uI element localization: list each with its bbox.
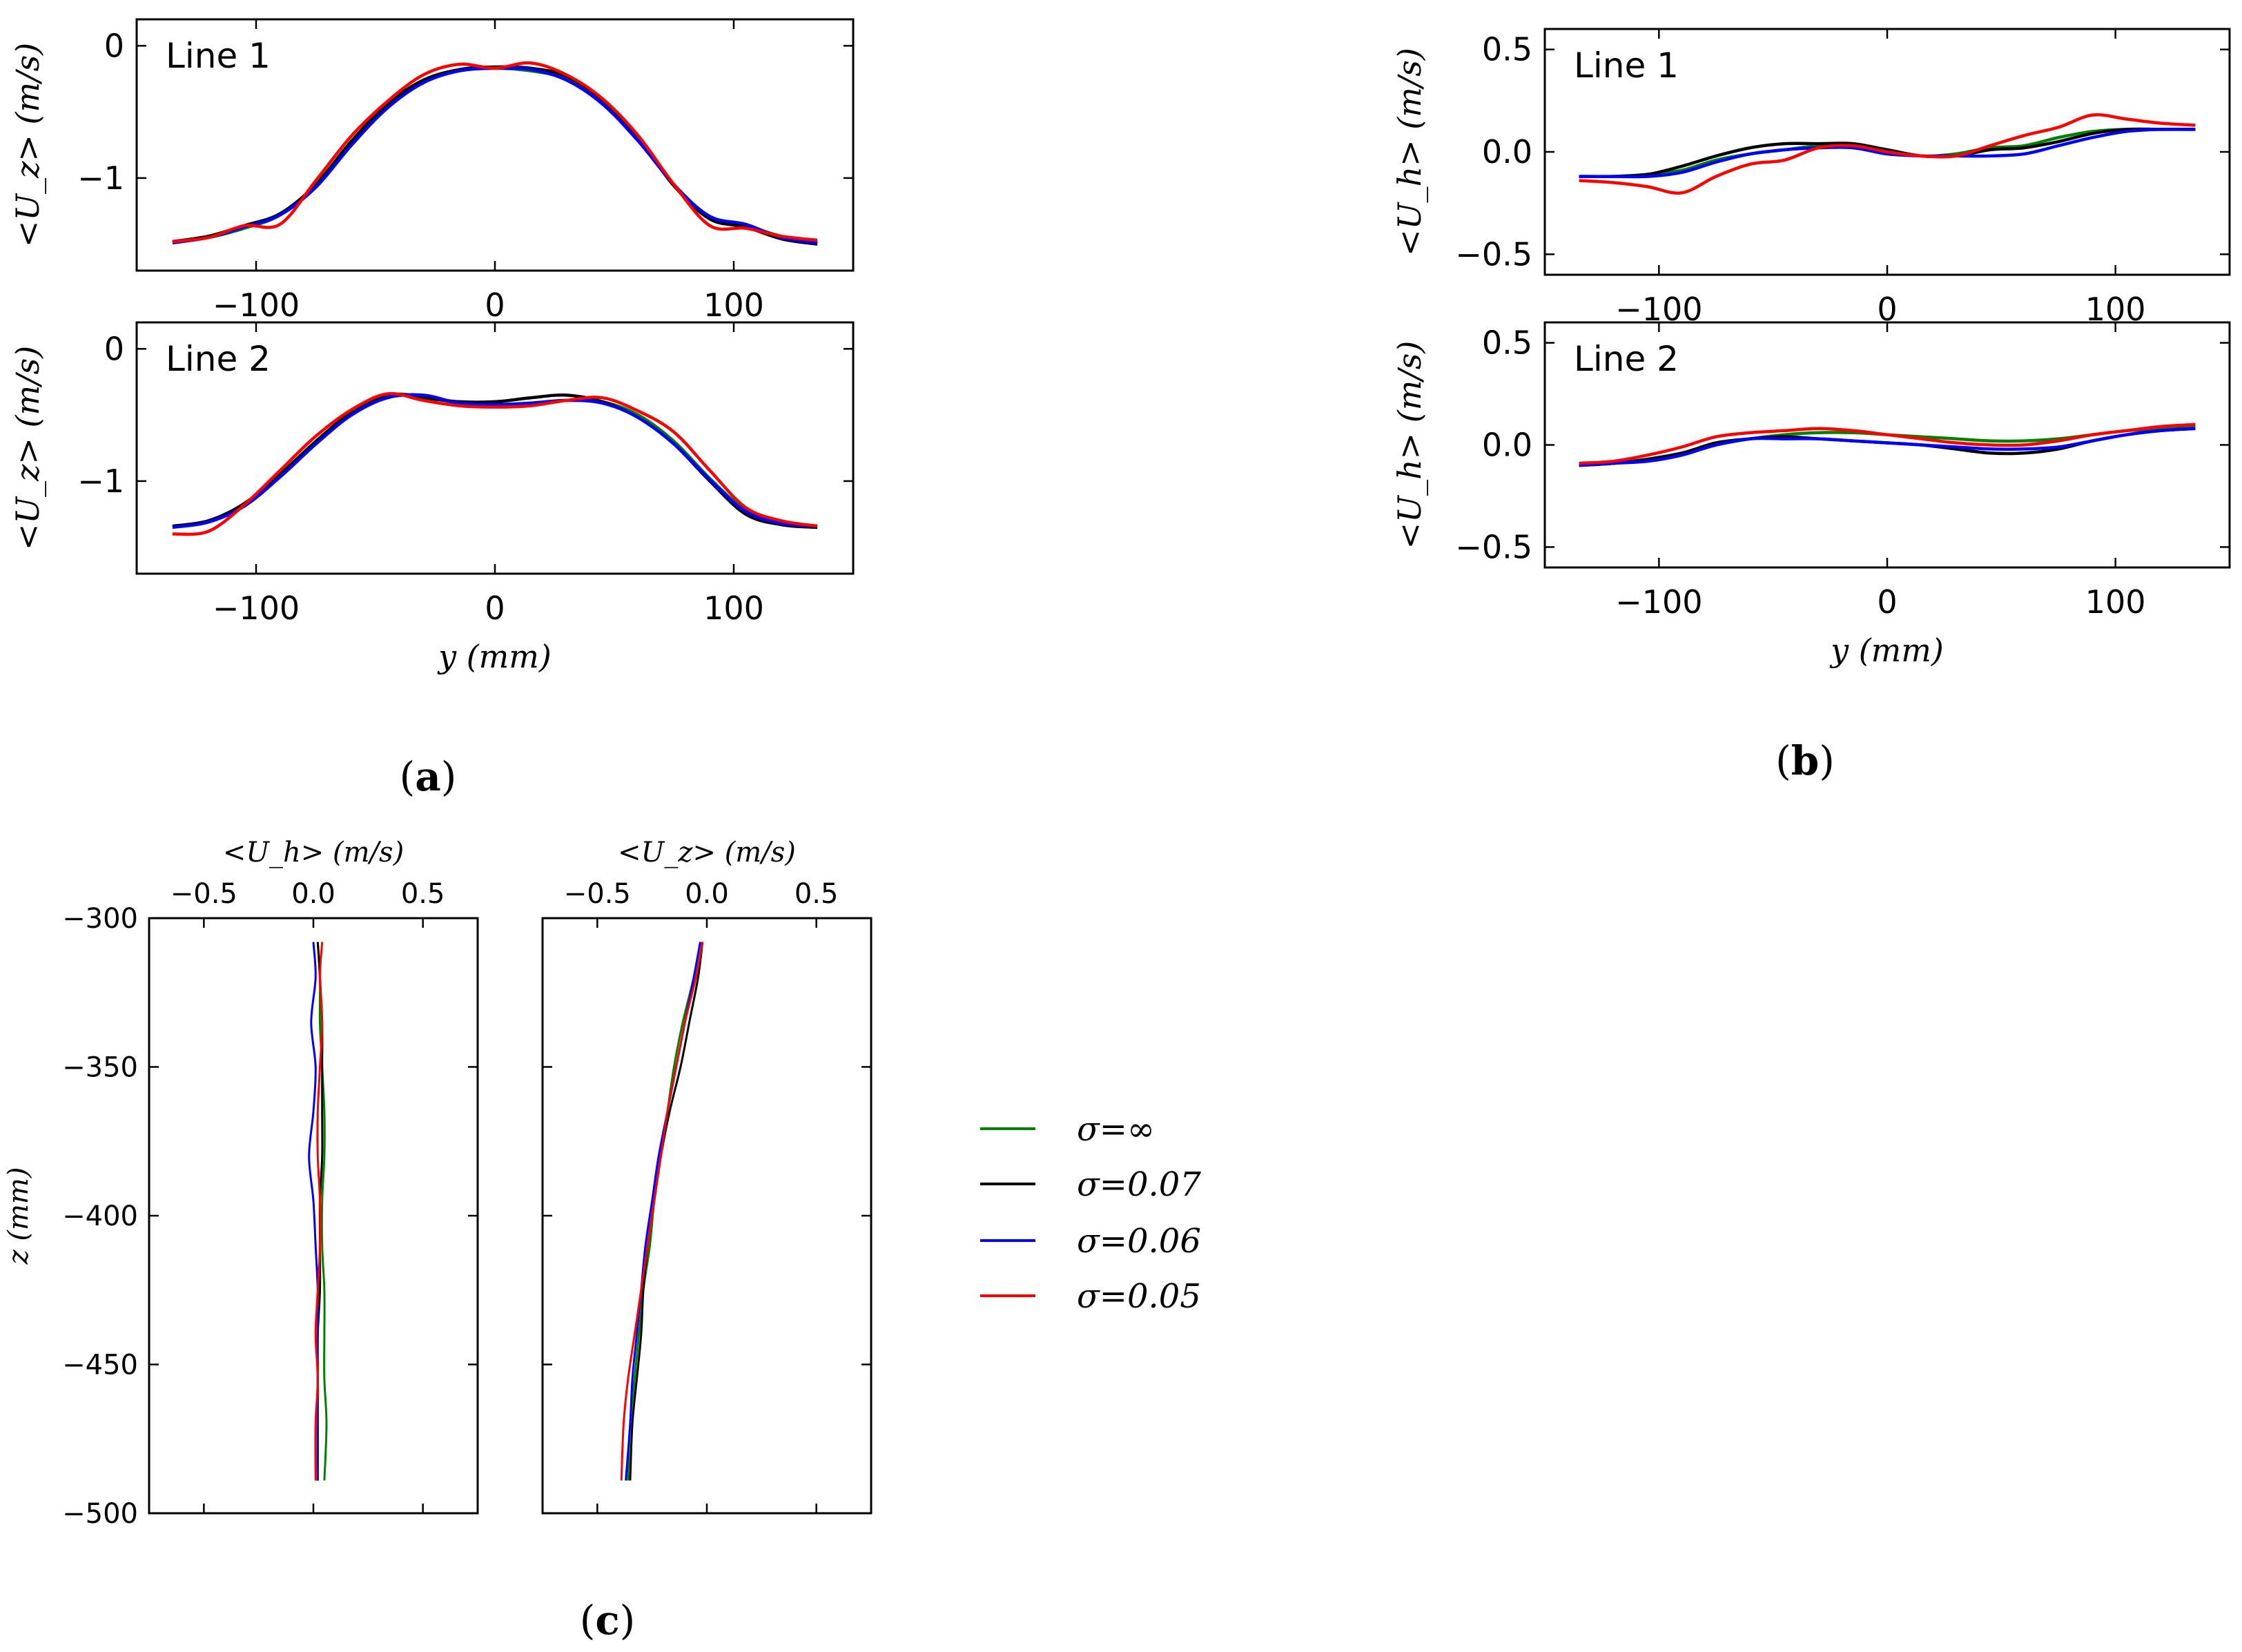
- x-tick-label: 100: [2085, 583, 2146, 621]
- plots-layer: −100 0 100 0 −1 Line 1 <U_z> (m/s) −100 0 100 0 −1 L…: [3, 18, 2231, 1530]
- y-axis-label: z (mm): [3, 1167, 35, 1265]
- y-axis-label: <U_h> (m/s): [1391, 48, 1428, 256]
- series-line-3: [314, 942, 324, 1481]
- series-line-3: [1579, 422, 2196, 465]
- x-tick-label: 0.0: [685, 878, 729, 910]
- legend-label-005: σ=0.05: [1077, 1277, 1201, 1316]
- x-axis-label: y (mm): [437, 638, 552, 675]
- y-axis-label: <U_z> (m/s): [9, 43, 46, 247]
- y-tick-label: 0.5: [1482, 324, 1532, 362]
- series-line-3: [620, 942, 704, 1481]
- plot-frame: [541, 917, 873, 1515]
- series-line-2: [1579, 127, 2196, 179]
- y-tick-label: −450: [62, 1350, 138, 1381]
- y-tick-label: −350: [62, 1052, 138, 1084]
- y-tick-label: −500: [62, 1498, 138, 1530]
- panel-label-c: (c): [580, 1597, 636, 1644]
- y-tick-label: −300: [62, 903, 138, 935]
- y-tick-label: −400: [62, 1201, 138, 1232]
- series-line-1: [172, 393, 818, 529]
- y-tick-label: −1: [77, 463, 124, 500]
- y-axis-label: <U_h> (m/s): [1391, 341, 1428, 550]
- y-tick-label: 0.5: [1482, 31, 1532, 68]
- x-tick-label: −0.5: [170, 878, 237, 910]
- legend-label-007: σ=0.07: [1077, 1165, 1201, 1204]
- chart-a1: −100 0 100 0 −1 Line 1 <U_z> (m/s): [9, 18, 855, 324]
- chart-c1: −0.5 0.0 0.5 −300 −350 −400 −450 −500 <U_h> (m/s…: [3, 837, 479, 1530]
- y-tick-label: 0: [104, 27, 124, 64]
- x-tick-label: 0.0: [291, 878, 335, 910]
- y-tick-label: 0.0: [1482, 427, 1532, 464]
- legend: σ=∞ σ=0.07 σ=0.06 σ=0.05: [980, 1110, 1201, 1316]
- y-axis-label: <U_z> (m/s): [9, 346, 46, 550]
- panel-label-b: (b): [1775, 737, 1835, 784]
- series-line-3: [1579, 113, 2196, 195]
- chart-c2: −0.5 0.0 0.5 <U_z> (m/s): [541, 837, 873, 1515]
- x-axis-label: <U_h> (m/s): [223, 837, 404, 868]
- y-tick-label: −1: [77, 159, 124, 197]
- series-line-2: [172, 66, 818, 245]
- x-tick-label: 100: [703, 286, 764, 324]
- x-tick-label: −100: [1615, 583, 1702, 621]
- x-tick-label: 0.5: [795, 878, 839, 910]
- x-tick-label: 0: [1877, 583, 1897, 621]
- series-line-2: [172, 393, 818, 529]
- series-line-1: [629, 942, 704, 1481]
- x-tick-label: 0.5: [401, 878, 445, 910]
- chart-a2: −100 0 100 0 −1 Line 2 y (mm) <U_z> (m/s): [9, 321, 855, 675]
- series-line-2: [1579, 427, 2196, 467]
- series-line-3: [172, 391, 818, 536]
- x-tick-label: 100: [703, 590, 764, 627]
- y-tick-label: 0: [104, 330, 124, 367]
- series-line-3: [172, 61, 818, 244]
- subplot-title: Line 1: [1574, 46, 1679, 86]
- x-tick-label: 0: [485, 286, 505, 324]
- series-line-0: [172, 392, 818, 529]
- x-axis-label: y (mm): [1829, 632, 1944, 669]
- x-tick-label: 0: [485, 590, 505, 627]
- series-line-0: [316, 942, 328, 1481]
- subplot-title: Line 1: [166, 36, 271, 76]
- panel-label-a: (a): [400, 753, 457, 800]
- y-tick-label: −0.5: [1455, 235, 1532, 273]
- subplot-title: Line 2: [166, 339, 271, 379]
- x-tick-label: −100: [213, 590, 300, 627]
- x-tick-label: −100: [213, 286, 300, 324]
- legend-label-006: σ=0.06: [1077, 1222, 1201, 1261]
- y-tick-label: −0.5: [1455, 528, 1532, 565]
- series-line-1: [1579, 127, 2196, 179]
- y-tick-label: 0.0: [1482, 133, 1532, 171]
- subplot-title: Line 2: [1574, 339, 1679, 379]
- x-tick-label: −0.5: [564, 878, 631, 910]
- series-line-1: [172, 65, 818, 246]
- chart-b2: −100 0 100 0.5 0.0 −0.5 Line 2 y (mm) <U_h> (m/s…: [1391, 321, 2231, 669]
- x-axis-label: <U_z> (m/s): [618, 837, 796, 868]
- legend-label-inf: σ=∞: [1077, 1110, 1155, 1149]
- series-line-0: [172, 66, 818, 244]
